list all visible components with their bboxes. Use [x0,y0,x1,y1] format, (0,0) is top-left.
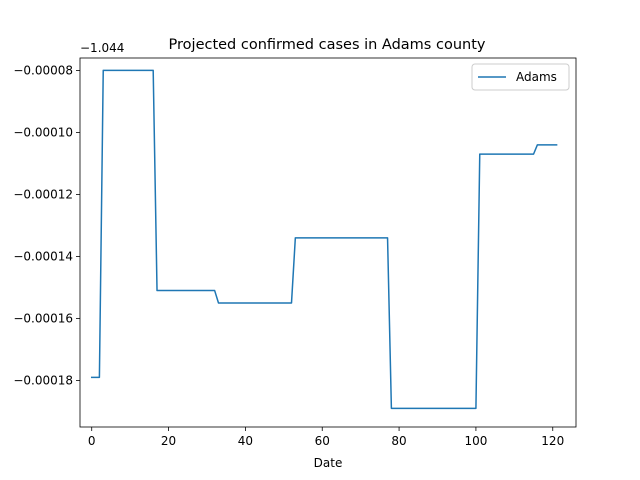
x-tick-label: 60 [315,434,330,448]
y-tick-label: −0.00010 [13,125,73,139]
series-line-0 [90,69,558,410]
y-tick-label: −0.00016 [13,311,73,325]
x-tick-label: 120 [541,434,564,448]
plot-area [90,69,558,410]
chart-title: Projected confirmed cases in Adams count… [169,37,486,53]
y-tick-label: −0.00012 [13,187,73,201]
y-tick-label: −0.00014 [13,249,73,263]
axes-frame [79,57,577,428]
y-tick-label: −0.00008 [13,63,73,77]
legend-box [471,63,570,91]
y-axis-offset-label: −1.044 [80,41,124,55]
x-tick-label: 100 [464,434,487,448]
x-tick-label: 40 [238,434,253,448]
y-tick-label: −0.00018 [13,373,73,387]
legend: Adams [471,63,570,91]
x-tick-label: 20 [161,434,176,448]
axes: 0 20 40 60 80 100 120 −0.00018 −0.00016 −0.00014 −… [13,57,577,448]
x-tick-label: 80 [391,434,406,448]
x-tick-label: 0 [88,434,96,448]
legend-label: Adams [516,70,557,84]
x-axis-label: Date [314,456,343,470]
